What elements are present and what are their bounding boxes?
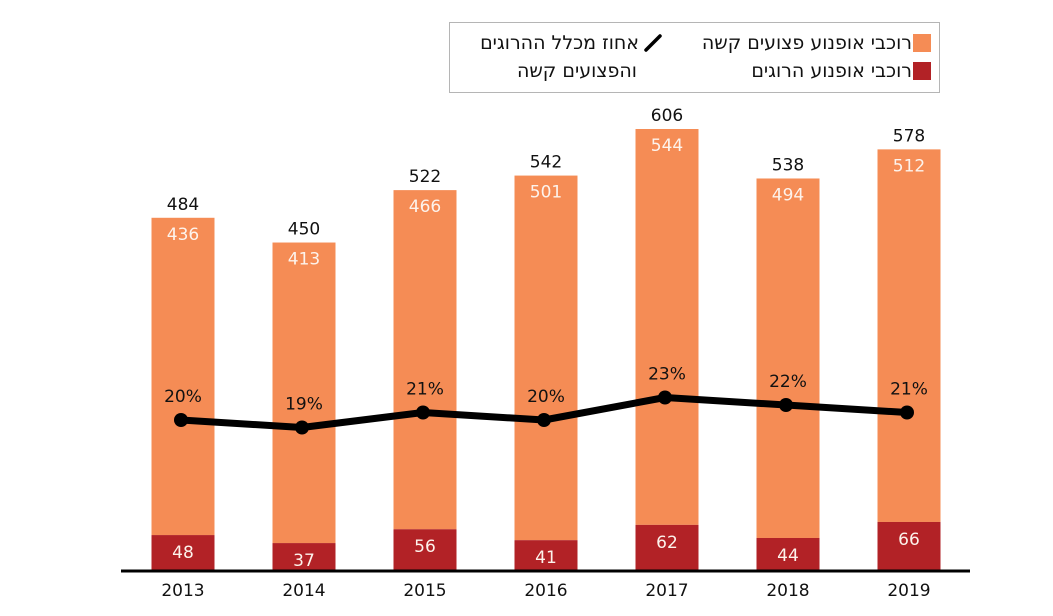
bar-injured-2014 [272,242,336,544]
legend-swatch-killed [913,62,931,80]
bar-injured-2018 [756,178,820,538]
percent-point-2014 [295,420,309,435]
total-label-2019: 578 [893,126,925,146]
legend-label-percent-line2: והפצועים קשה [516,60,637,82]
legend-label-killed: רוכבי אופנוע הרוגים [751,60,912,82]
percent-label-2015: 21% [406,380,444,400]
percent-point-2016 [537,413,551,427]
killed-label-2014: 37 [293,551,315,571]
total-label-2013: 484 [167,195,199,215]
bar-injured-2015 [393,190,457,530]
percent-point-2019 [900,405,914,420]
x-tick-2013: 2013 [161,581,204,601]
percent-label-2016: 20% [527,387,565,407]
percent-label-2018: 22% [769,372,807,392]
percent-label-2014: 19% [285,395,323,415]
line-icon [644,34,662,52]
killed-label-2015: 56 [414,537,436,557]
bar-injured-2013 [151,217,215,536]
percent-point-2015 [416,405,430,420]
bar-killed-2014 [272,543,336,570]
bar-killed-2013 [151,535,215,570]
injured-label-2013: 436 [167,225,199,245]
percent-point-2018 [779,398,793,412]
bar-injured-2016 [514,175,578,541]
percent-label-2013: 20% [164,387,202,407]
percent-point-2017 [658,390,672,405]
bar-injured-2019 [877,149,941,522]
percent-line-group [174,390,914,435]
injured-label-2016: 501 [530,183,562,203]
bar-killed-2017 [635,524,699,570]
killed-label-2016: 41 [535,548,557,568]
total-label-2016: 542 [530,153,562,173]
x-tick-2015: 2015 [403,581,446,601]
killed-label-2013: 48 [172,543,194,563]
bar-killed-2018 [756,537,820,570]
x-tick-labels: 2013 2014 2015 2016 2017 2018 2019 [161,581,930,601]
x-tick-2017: 2017 [645,581,688,601]
killed-label-2017: 62 [656,533,678,553]
legend-label-percent-line1: אחוז מכלל ההרוגים [480,32,639,54]
x-tick-2018: 2018 [766,581,809,601]
legend-item-killed: רוכבי אופנוע הרוגים [751,60,931,82]
injured-label-2017: 544 [651,136,683,156]
legend-item-percent: אחוז מכלל ההרוגים [480,32,663,54]
injured-label-2014: 413 [288,250,320,270]
bars-group [151,129,941,570]
bar-killed-2015 [393,529,457,570]
x-tick-2019: 2019 [887,581,930,601]
legend-label-injured: רוכבי אופנוע פצועים קשה [701,32,912,54]
bar-killed-2019 [877,521,941,570]
bar-injured-2017 [635,129,699,525]
labels-group: 484 436 48 450 413 37 522 466 56 542 501 41 606 544 62… [164,106,928,571]
percent-point-2013 [174,413,188,427]
injured-label-2019: 512 [893,156,925,176]
injured-label-2018: 494 [772,185,804,205]
percent-label-2017: 23% [648,365,686,385]
killed-label-2018: 44 [777,546,799,566]
killed-label-2019: 66 [898,530,920,550]
percent-label-2019: 21% [890,380,928,400]
total-label-2014: 450 [288,220,320,240]
injured-label-2015: 466 [409,197,441,217]
x-tick-2016: 2016 [524,581,567,601]
bar-killed-2016 [514,540,578,570]
total-label-2018: 538 [772,155,804,175]
total-label-2017: 606 [651,106,683,126]
legend-item-injured: רוכבי אופנוע פצועים קשה [702,32,931,54]
total-label-2015: 522 [409,167,441,187]
legend-swatch-injured [913,34,931,52]
x-tick-2014: 2014 [282,581,325,601]
legend: רוכבי אופנוע פצועים קשה רוכבי אופנוע הרו… [449,22,940,93]
